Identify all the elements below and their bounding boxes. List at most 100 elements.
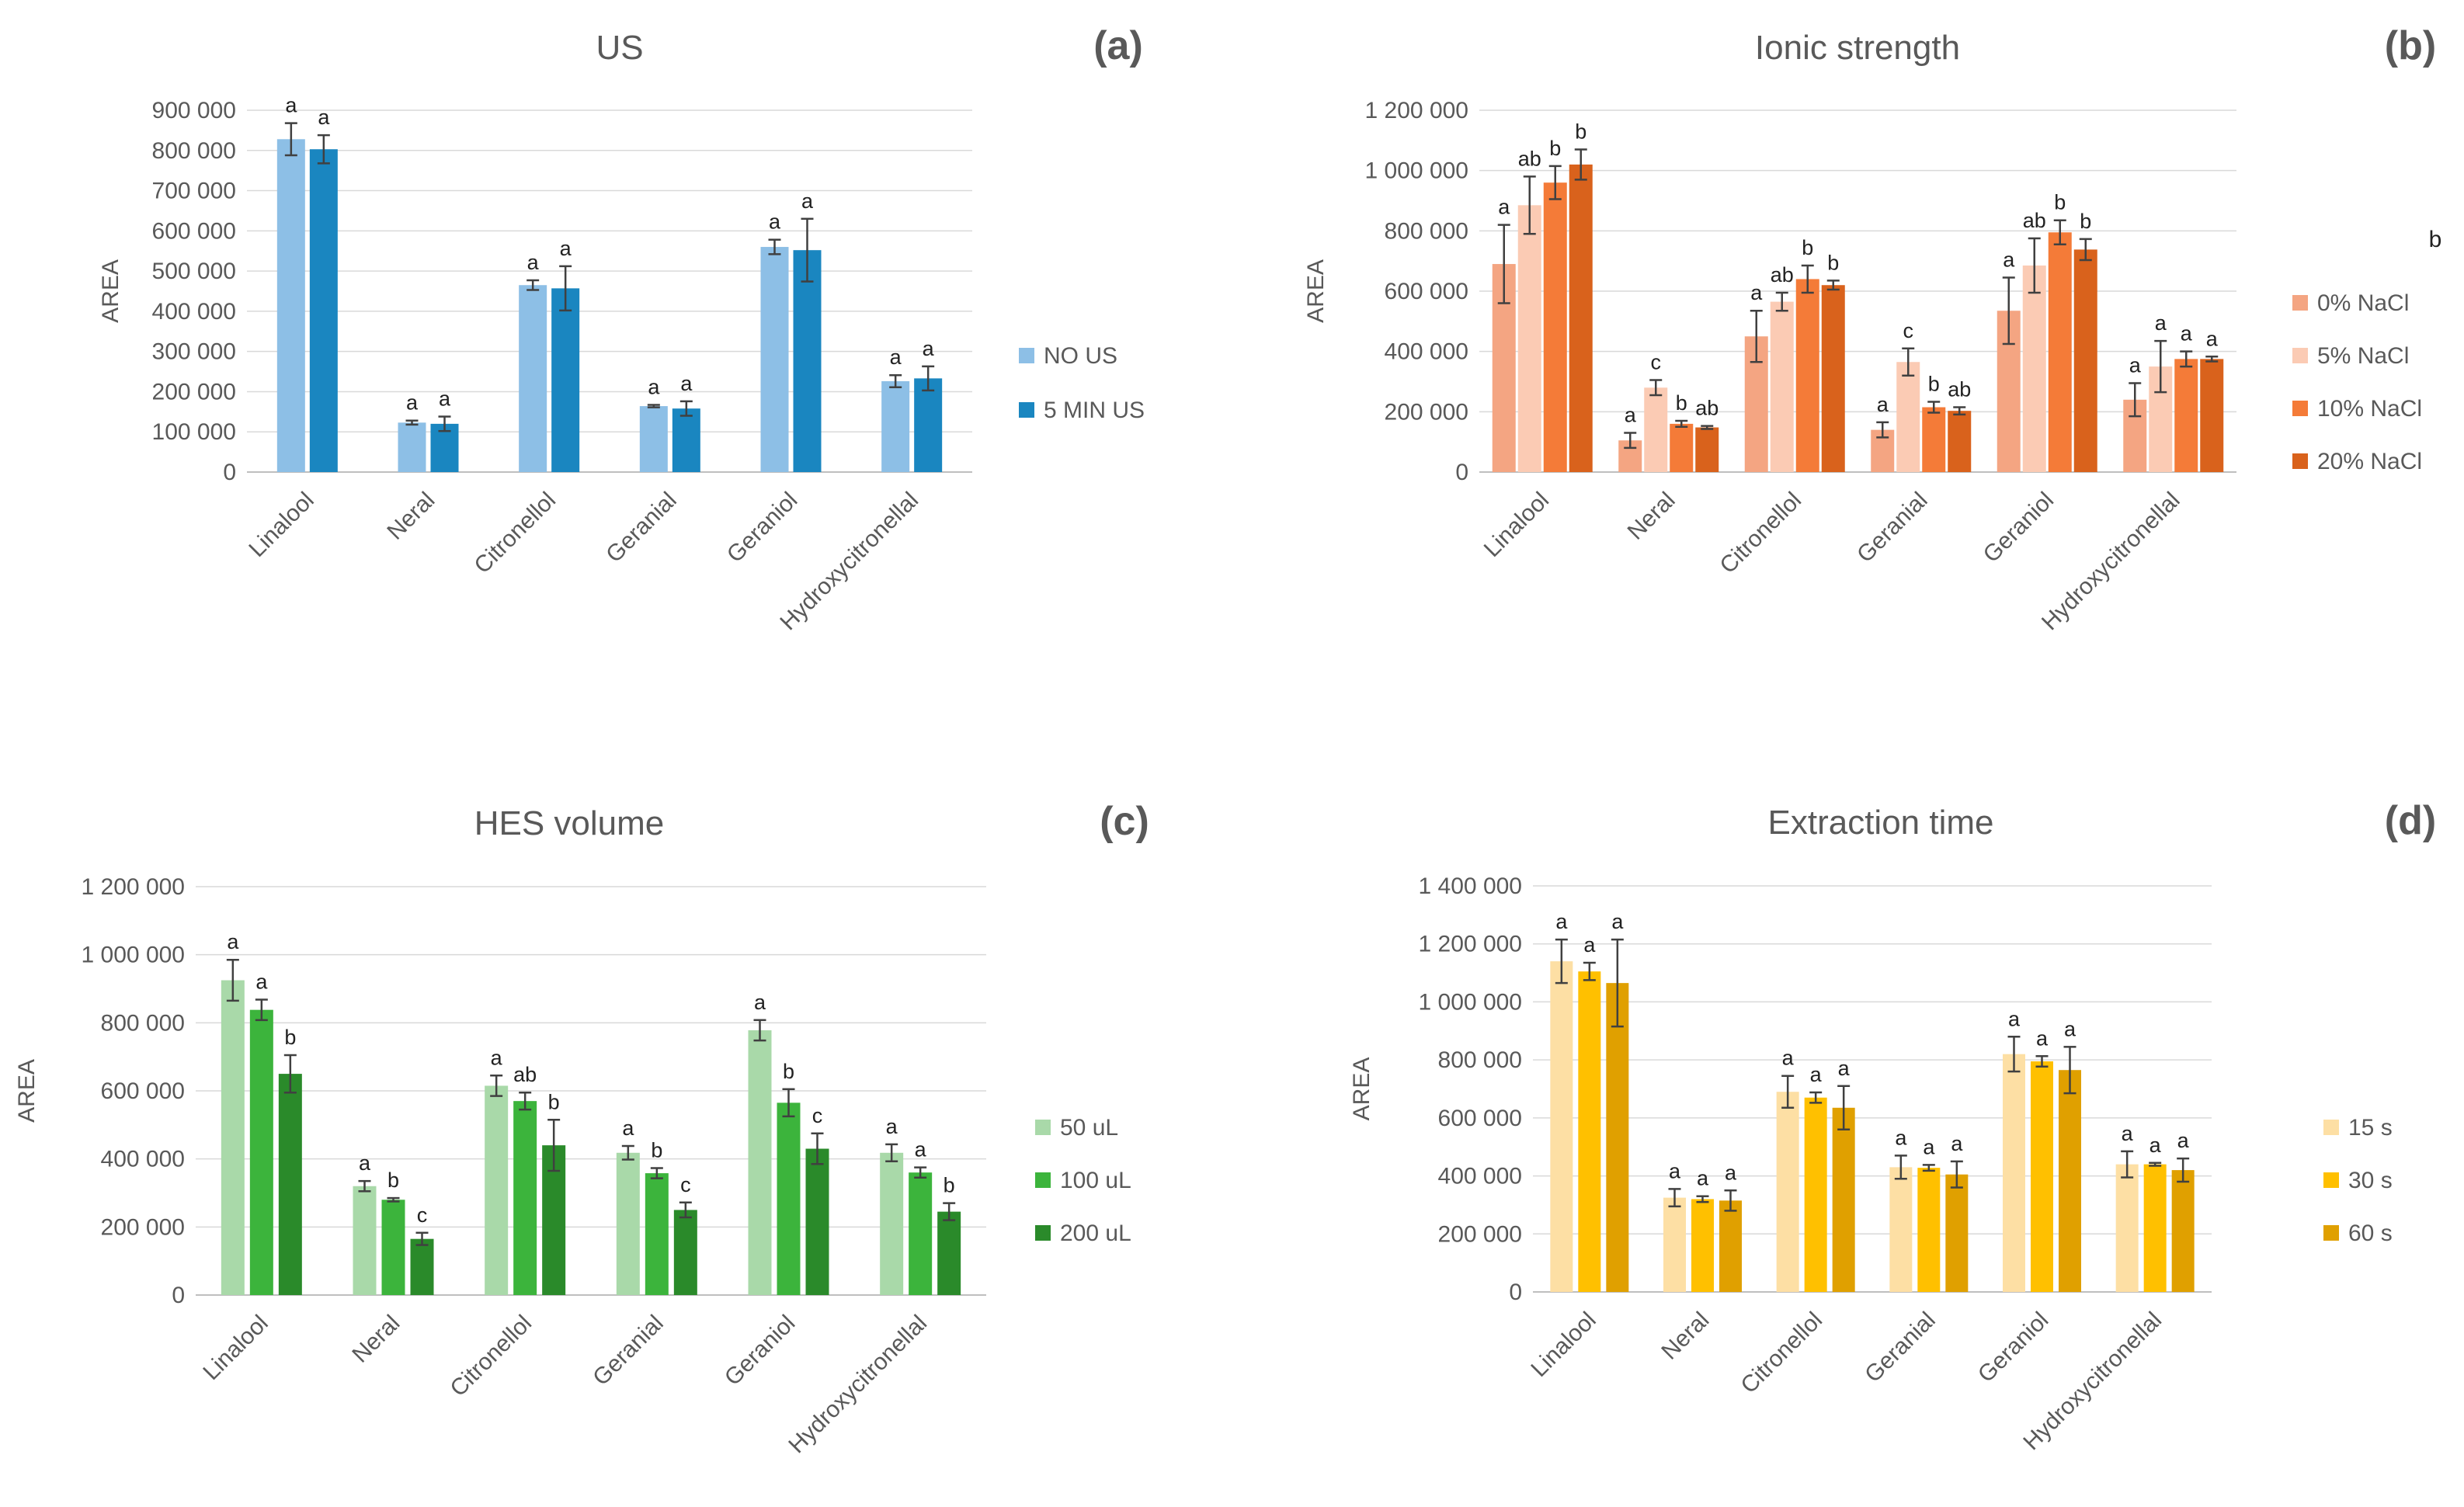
y-tick-label: 900 000 xyxy=(152,98,236,123)
chart-panel-c: HES volume (c) AREA 0 200 000 400 000 600 000 8… xyxy=(14,799,1149,1458)
significance-label: b xyxy=(1928,373,1940,396)
bar xyxy=(2031,1061,2053,1292)
bar xyxy=(672,408,700,472)
legend-swatch xyxy=(2292,401,2308,416)
significance-label: a xyxy=(1725,1161,1737,1184)
significance-label: a xyxy=(1555,910,1568,933)
x-tick-label: Hydroxycitronellal xyxy=(784,1311,932,1459)
panel-label: (c) xyxy=(1100,799,1149,844)
bar xyxy=(276,139,305,472)
y-tick-label: 1 200 000 xyxy=(1365,98,1468,123)
y-tick-label: 1 200 000 xyxy=(1419,932,1522,957)
significance-label: a xyxy=(923,337,935,360)
legend-label: NO US xyxy=(1044,343,1117,369)
significance-label: ab xyxy=(1771,263,1794,286)
bar xyxy=(1896,362,1920,472)
significance-label: a xyxy=(915,1138,927,1162)
y-tick-label: 600 000 xyxy=(152,218,236,244)
x-tick-label: Geraniol xyxy=(720,1311,801,1391)
bar xyxy=(1945,1174,1969,1292)
bar xyxy=(2073,249,2097,472)
significance-label: a xyxy=(769,210,781,234)
y-tick-label: 0 xyxy=(172,1283,185,1308)
significance-label: ab xyxy=(1695,397,1719,420)
significance-label: b xyxy=(1802,236,1813,259)
y-tick-label: 1 000 000 xyxy=(82,943,185,968)
significance-label: a xyxy=(2008,1007,2021,1030)
chart-title: Extraction time xyxy=(1768,804,1994,842)
bar xyxy=(1691,1199,1714,1292)
panel-label: (d) xyxy=(2385,798,2436,843)
bar xyxy=(673,1210,697,1295)
x-tick-label: Geraniol xyxy=(722,488,803,568)
legend-swatch xyxy=(1019,348,1034,363)
bar xyxy=(513,1101,537,1295)
y-tick-label: 1 000 000 xyxy=(1365,158,1468,184)
x-tick-label: Linalool xyxy=(244,488,318,562)
y-tick-label: 700 000 xyxy=(152,179,236,204)
x-tick-label: Geranial xyxy=(1852,488,1933,568)
legend-label: 20% NaCl xyxy=(2317,449,2422,474)
bar xyxy=(1543,182,1567,472)
significance-label: ab xyxy=(2023,209,2046,232)
y-tick-label: 200 000 xyxy=(152,379,236,405)
y-tick-label: 0 xyxy=(223,460,236,485)
legend-swatch xyxy=(2323,1172,2339,1188)
significance-label: b xyxy=(1676,391,1687,415)
significance-label: a xyxy=(1625,404,1637,427)
chart-title: Ionic strength xyxy=(1755,29,1960,67)
bar xyxy=(1948,411,1972,472)
significance-label: a xyxy=(1923,1135,1935,1158)
significance-label: a xyxy=(1782,1047,1795,1070)
y-axis-label: AREA xyxy=(1349,1057,1374,1121)
significance-label: a xyxy=(255,971,268,994)
y-axis-label: AREA xyxy=(98,259,123,323)
significance-label: a xyxy=(1951,1132,1963,1155)
panel-label: (b) xyxy=(2385,23,2436,68)
significance-label: a xyxy=(1583,933,1596,957)
bar xyxy=(381,1200,405,1295)
bar xyxy=(1770,301,1794,472)
y-tick-label: 0 xyxy=(1455,460,1468,485)
x-tick-label: Geranial xyxy=(601,488,682,568)
x-tick-label: Geraniol xyxy=(1973,1307,2054,1388)
significance-label: a xyxy=(439,387,451,411)
x-tick-label: Neral xyxy=(382,488,440,545)
x-tick-label: Linalool xyxy=(1479,488,1554,562)
significance-label: a xyxy=(560,237,572,260)
x-tick-label: Citronellol xyxy=(1715,488,1807,579)
significance-label: a xyxy=(406,391,419,415)
significance-label: c xyxy=(1651,351,1662,374)
bar xyxy=(1719,1200,1742,1292)
significance-label: a xyxy=(2155,311,2167,335)
significance-label: a xyxy=(622,1116,634,1140)
y-tick-label: 1 000 000 xyxy=(1419,989,1522,1015)
legend-swatch xyxy=(1035,1120,1051,1135)
x-tick-label: Neral xyxy=(1656,1307,1714,1365)
x-tick-label: Geranial xyxy=(588,1311,669,1391)
significance-label: c xyxy=(812,1104,823,1127)
significance-label: a xyxy=(886,1115,898,1138)
y-tick-label: 800 000 xyxy=(101,1010,185,1036)
legend-label: 200 uL xyxy=(1060,1221,1131,1246)
y-tick-label: 400 000 xyxy=(152,299,236,325)
y-tick-label: 400 000 xyxy=(1438,1164,1522,1189)
y-tick-label: 200 000 xyxy=(1385,399,1468,425)
bar xyxy=(881,380,910,472)
bar xyxy=(2003,1054,2025,1292)
y-tick-label: 600 000 xyxy=(1385,279,1468,304)
significance-label: a xyxy=(2036,1026,2049,1050)
bar xyxy=(2048,232,2072,472)
significance-label: a xyxy=(754,991,766,1014)
x-tick-label: Linalool xyxy=(198,1311,273,1385)
significance-label: ab xyxy=(1518,147,1541,170)
significance-label: a xyxy=(1611,910,1624,933)
panel-label: (a) xyxy=(1093,23,1143,68)
significance-label: a xyxy=(1697,1167,1709,1190)
significance-label: ab xyxy=(1948,378,1971,401)
significance-label: a xyxy=(527,251,540,274)
legend-label: 30 s xyxy=(2348,1168,2393,1193)
significance-label: b xyxy=(387,1168,399,1192)
bar xyxy=(1922,407,1946,472)
